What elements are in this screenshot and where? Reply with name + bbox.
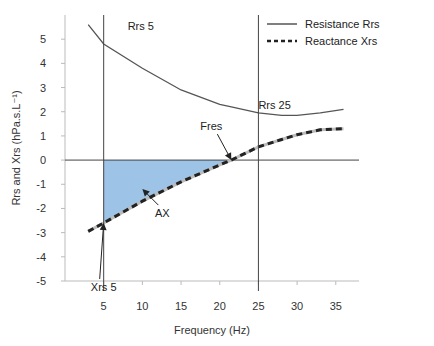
reference-line-x (258, 15, 259, 291)
reference-line-y (65, 160, 359, 161)
y-tick (61, 135, 65, 136)
y-tick-label: 5 (40, 33, 46, 45)
y-axis-line (65, 15, 66, 281)
y-tick (61, 281, 65, 282)
x-tick-label: 25 (252, 300, 264, 312)
y-tick-label: 1 (40, 130, 46, 142)
annotation-arrow (100, 225, 104, 279)
legend-swatch (267, 40, 297, 43)
annotation: Fres (200, 120, 223, 132)
x-tick-label: 35 (330, 300, 342, 312)
legend-swatch (267, 23, 297, 25)
y-tick (61, 256, 65, 257)
y-tick (61, 39, 65, 40)
annotation: Rrs 25 (258, 99, 290, 111)
x-axis-title: Frequency (Hz) (174, 324, 250, 336)
chart: -5 -4 -3 -2 -1 0 1 2 3 4 5 5 10 15 20 25 30 35 Frequency (… (0, 0, 434, 346)
legend-label: Reactance Xrs (305, 35, 378, 47)
annotation-arrowhead (225, 152, 231, 160)
x-tick-label: 20 (214, 300, 226, 312)
y-tick-label: 0 (40, 154, 46, 166)
x-tick (219, 281, 220, 285)
y-tick (61, 111, 65, 112)
x-tick-label: 15 (175, 300, 187, 312)
y-tick-label: 2 (40, 106, 46, 118)
x-tick-label: 5 (101, 300, 107, 312)
y-tick-label: -4 (36, 251, 46, 263)
series-line-under (88, 129, 343, 232)
y-tick-label: 4 (40, 57, 46, 69)
annotation: Rrs 5 (128, 20, 154, 32)
reference-line-x (103, 15, 104, 291)
y-tick-label: -1 (36, 178, 46, 190)
y-axis-title: Rrs and Xrs (hPa.s.L⁻¹) (10, 90, 22, 205)
annotation-arrowhead (142, 189, 149, 196)
y-tick (61, 160, 65, 161)
x-tick-label: 10 (136, 300, 148, 312)
x-tick-label: 30 (291, 300, 303, 312)
y-tick (61, 184, 65, 185)
x-tick (181, 281, 182, 285)
x-tick (297, 281, 298, 285)
y-tick (61, 87, 65, 88)
y-tick (61, 63, 65, 64)
y-tick (61, 232, 65, 233)
y-tick-label: 3 (40, 82, 46, 94)
annotation-arrowhead (100, 223, 107, 230)
legend-label: Resistance Rrs (305, 18, 380, 30)
x-tick (335, 281, 336, 285)
y-tick (61, 208, 65, 209)
y-tick-label: -3 (36, 227, 46, 239)
annotation: AX (155, 207, 170, 219)
x-tick (142, 281, 143, 285)
y-tick-label: -2 (36, 202, 46, 214)
annotation: Xrs 5 (91, 281, 117, 293)
y-tick-label: -5 (36, 275, 46, 287)
plot-area (65, 25, 359, 232)
series-line (88, 129, 343, 232)
